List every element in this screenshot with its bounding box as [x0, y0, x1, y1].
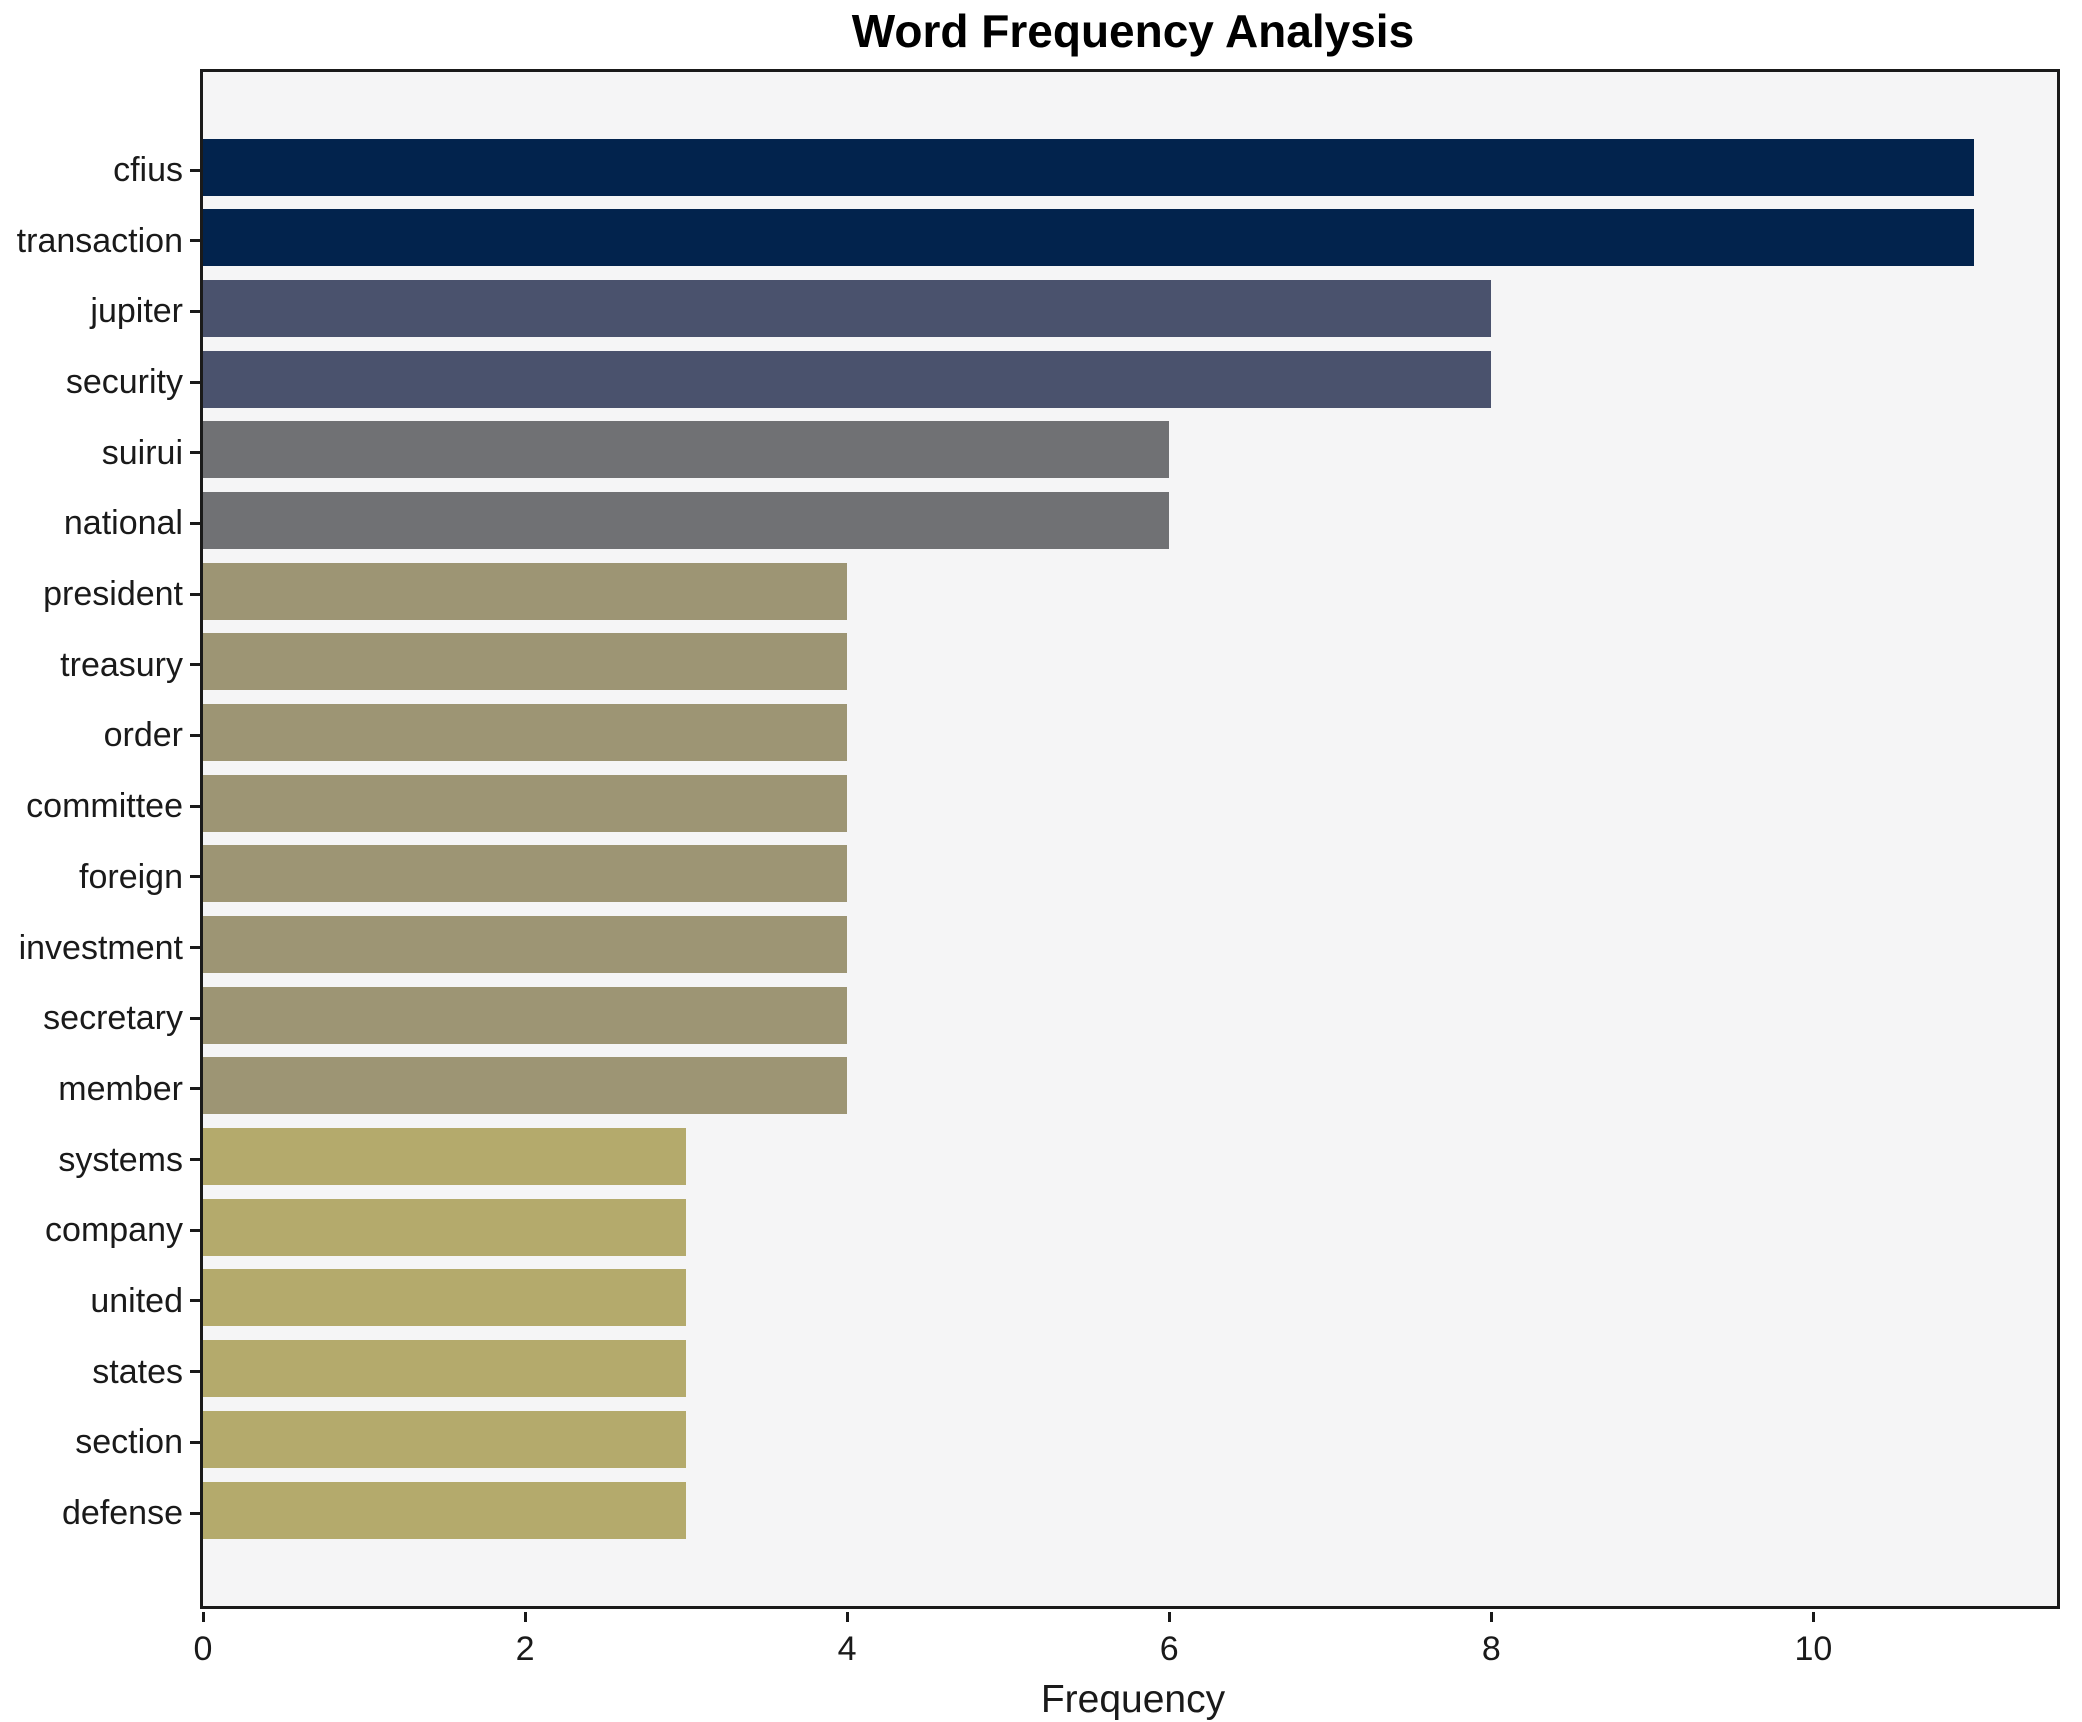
y-tick-label-security: security	[65, 363, 183, 402]
x-tick-mark-10	[1811, 1612, 1815, 1622]
y-tick-mark-treasury	[190, 663, 200, 667]
y-tick-label-member: member	[58, 1069, 183, 1108]
y-tick-mark-jupiter	[190, 309, 200, 313]
y-tick-label-transaction: transaction	[16, 221, 183, 260]
bar-defense	[203, 1481, 687, 1539]
bar-national	[203, 491, 1170, 549]
y-tick-label-investment: investment	[18, 928, 183, 967]
y-tick-mark-member	[190, 1087, 200, 1091]
bar-committee	[203, 774, 848, 832]
x-tick-mark-8	[1489, 1612, 1493, 1622]
y-tick-label-jupiter: jupiter	[90, 292, 183, 331]
chart-title: Word Frequency Analysis	[851, 5, 1415, 57]
bar-systems	[203, 1128, 687, 1186]
x-tick-label-4: 4	[837, 1630, 857, 1668]
y-tick-label-treasury: treasury	[60, 645, 183, 684]
x-tick-mark-2	[523, 1612, 527, 1622]
y-tick-mark-cfius	[190, 168, 200, 172]
bar-foreign	[203, 845, 848, 903]
x-tick-label-0: 0	[193, 1630, 213, 1668]
bar-president	[203, 562, 848, 620]
y-tick-mark-systems	[190, 1158, 200, 1162]
y-tick-mark-suirui	[190, 451, 200, 455]
bar-order	[203, 703, 848, 761]
y-tick-label-order: order	[103, 716, 183, 755]
bar-secretary	[203, 986, 848, 1044]
y-tick-label-secretary: secretary	[43, 999, 183, 1038]
bar-security	[203, 350, 1492, 408]
y-tick-label-defense: defense	[62, 1494, 183, 1532]
y-tick-mark-foreign	[190, 875, 200, 879]
y-tick-label-cfius: cfius	[113, 151, 183, 189]
y-tick-label-president: president	[43, 575, 183, 614]
y-tick-mark-transaction	[190, 239, 200, 243]
x-tick-mark-0	[201, 1612, 205, 1622]
x-tick-mark-4	[845, 1612, 849, 1622]
x-tick-label-6: 6	[1159, 1630, 1179, 1668]
y-tick-label-suirui: suirui	[101, 433, 183, 472]
bar-investment	[203, 916, 848, 974]
y-tick-label-section: section	[75, 1423, 183, 1462]
bar-states	[203, 1340, 687, 1398]
bar-suirui	[203, 421, 1170, 479]
y-tick-mark-national	[190, 521, 200, 525]
y-tick-mark-states	[190, 1370, 200, 1374]
y-tick-label-company: company	[45, 1211, 183, 1250]
y-tick-mark-president	[190, 592, 200, 596]
y-tick-mark-committee	[190, 804, 200, 808]
y-tick-mark-secretary	[190, 1016, 200, 1020]
bar-section	[203, 1410, 687, 1468]
x-tick-label-8: 8	[1481, 1630, 1501, 1668]
y-tick-mark-defense	[190, 1511, 200, 1515]
y-tick-label-national: national	[63, 504, 183, 543]
y-tick-label-united: united	[90, 1281, 183, 1320]
y-tick-mark-section	[190, 1440, 200, 1444]
bar-member	[203, 1057, 848, 1115]
y-tick-mark-investment	[190, 946, 200, 950]
x-tick-mark-6	[1167, 1612, 1171, 1622]
x-axis-label: Frequency	[1040, 1678, 1226, 1721]
bar-transaction	[203, 209, 1975, 267]
bar-company	[203, 1198, 687, 1256]
y-tick-label-systems: systems	[58, 1140, 183, 1179]
y-tick-mark-order	[190, 733, 200, 737]
y-tick-mark-company	[190, 1228, 200, 1232]
y-tick-label-committee: committee	[26, 787, 183, 826]
y-tick-label-states: states	[92, 1352, 183, 1391]
plot-area	[200, 69, 2060, 1609]
bar-united	[203, 1269, 687, 1327]
y-tick-mark-security	[190, 380, 200, 384]
bar-jupiter	[203, 279, 1492, 337]
bar-cfius	[203, 138, 1975, 196]
y-tick-label-foreign: foreign	[79, 857, 183, 896]
bar-treasury	[203, 633, 848, 691]
y-tick-mark-united	[190, 1299, 200, 1303]
x-tick-label-2: 2	[515, 1630, 535, 1668]
x-tick-label-10: 10	[1794, 1630, 1833, 1668]
